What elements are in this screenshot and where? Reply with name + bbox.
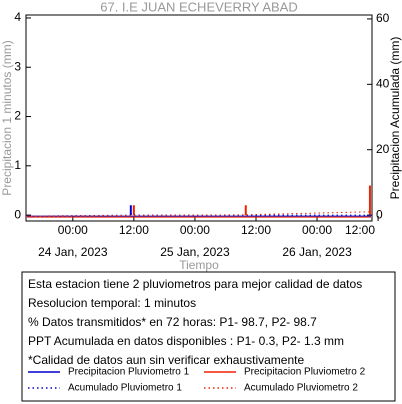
x-tick-label: 12:00: [119, 223, 149, 237]
chart-title: 67. I.E JUAN ECHEVERRY ABAD: [100, 0, 297, 14]
legend-label: Precipitacion Pluviometro 1: [68, 367, 190, 378]
legend-label: Acumulado Pluviometro 1: [68, 383, 182, 394]
y2-tick-label: 20: [376, 142, 390, 156]
legend-label: Precipitacion Pluviometro 2: [244, 367, 366, 378]
y-tick-label: 3: [14, 59, 21, 73]
y2-tick-label: 60: [376, 11, 390, 25]
y-tick-label: 2: [14, 109, 21, 123]
y-tick-label: 1: [14, 158, 21, 172]
y-tick-label: 0: [14, 207, 21, 221]
y-tick-label: 4: [14, 10, 21, 24]
legend-label: Acumulado Pluviometro 2: [244, 383, 358, 394]
date-label: 25 Jan, 2023: [160, 245, 230, 259]
date-label: 26 Jan, 2023: [282, 245, 352, 259]
x-tick-label: 12:00: [345, 223, 375, 237]
info-box: [21, 271, 396, 402]
plot-frame: [25, 14, 373, 222]
info-line: Resolucion temporal: 1 minutos: [28, 296, 196, 310]
info-line: PPT Acumulada en datos disponibles : P1-…: [28, 334, 344, 348]
x-tick-label: 12:00: [241, 223, 271, 237]
info-line: *Calidad de datos aun sin verificar exha…: [28, 353, 304, 367]
y2-tick-label: 0: [376, 207, 383, 221]
x-tick-label: 00:00: [58, 223, 88, 237]
y2-tick-label: 40: [376, 76, 390, 90]
x-tick-label: 00:00: [180, 223, 210, 237]
info-line: % Datos transmitidos* en 72 horas: P1- 9…: [28, 315, 317, 329]
x-axis-label: Tiempo: [179, 258, 219, 272]
info-line: Esta estacion tiene 2 pluviometros para …: [28, 277, 362, 291]
y2-axis-label: Precipitacion Acumulada (mm): [388, 37, 402, 200]
date-label: 24 Jan, 2023: [38, 245, 108, 259]
x-tick-label: 00:00: [302, 223, 332, 237]
accum-line: [25, 211, 372, 217]
y-axis-label: Precipitacion 1 minutos (mm): [0, 40, 14, 195]
